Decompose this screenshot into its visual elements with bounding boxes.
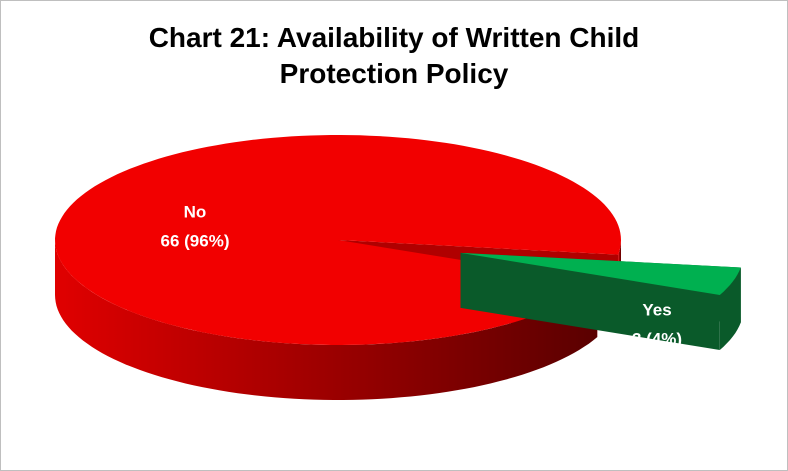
chart-title: Chart 21: Availability of Written Child …: [148, 22, 640, 89]
category-label: No: [184, 202, 207, 221]
pie-slice: [460, 252, 741, 295]
value-label: 3 (4%): [632, 329, 682, 348]
slice-cut-face: [460, 252, 720, 351]
slice-side: [55, 240, 598, 400]
value-label: 66 (96%): [161, 231, 230, 250]
slice-side: [719, 267, 741, 350]
category-label: Yes: [642, 300, 671, 319]
